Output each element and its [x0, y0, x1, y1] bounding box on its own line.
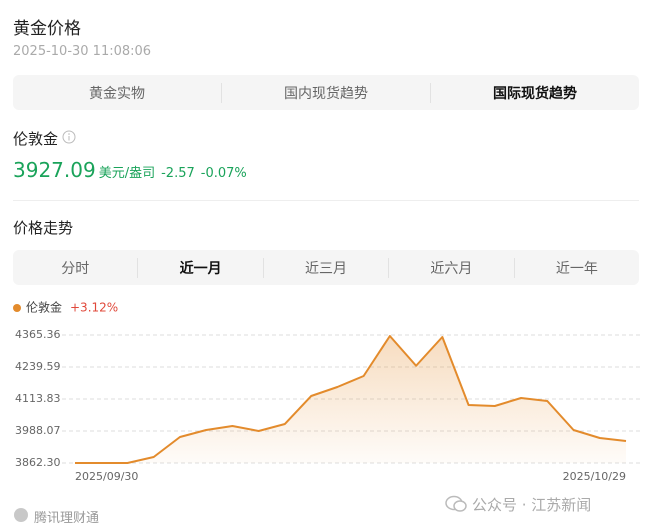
change-pct: -0.07%	[200, 166, 247, 181]
period-bar: 分时 近一月 近三月 近六月 近一年	[13, 250, 639, 285]
period-tab[interactable]: 近一月	[137, 257, 262, 278]
unit: 美元/盎司	[98, 166, 156, 181]
info-icon[interactable]	[62, 130, 76, 144]
tab[interactable]: 国际现货趋势	[430, 82, 639, 103]
quote-row: 3927.09 美元/盎司 -2.57 -0.07%	[13, 158, 247, 182]
tab[interactable]: 黄金实物	[89, 85, 145, 102]
source: 腾讯理财通	[34, 511, 100, 526]
change: -2.57	[161, 166, 195, 181]
price: 3927.09	[13, 158, 96, 182]
y-tick-label: 4113.83	[15, 392, 61, 405]
legend-label: 伦敦金	[26, 300, 62, 315]
period-tab[interactable]: 近三月	[262, 257, 388, 278]
price-line	[75, 335, 627, 464]
x-tick-label: 2025/09/30	[75, 470, 138, 483]
y-tick-label: 3988.07	[15, 424, 61, 437]
wechat-icon	[445, 495, 467, 512]
period-tab[interactable]: 分时	[61, 260, 90, 277]
chart: 3862.30 3988.07 4113.83 4239.59 4365.36 伦敦金 +3…	[13, 300, 640, 483]
y-tick-label: 4239.59	[15, 360, 61, 373]
page-title: 黄金价格	[13, 19, 81, 39]
divider	[13, 200, 639, 201]
period-tab[interactable]: 近一年	[513, 257, 639, 278]
legend-dot	[13, 304, 21, 312]
area-fill	[75, 336, 626, 463]
y-tick-label: 3862.30	[15, 456, 61, 469]
section-title: 价格走势	[13, 219, 74, 237]
y-tick-label: 4365.36	[15, 328, 61, 341]
watermark: 公众号 · 江苏新闻	[472, 496, 592, 514]
legend-change: +3.12%	[70, 301, 118, 315]
source-icon	[14, 508, 28, 522]
period-tab[interactable]: 近六月	[388, 257, 513, 278]
quote-name: 伦敦金	[13, 130, 59, 148]
tab[interactable]: 国内现货趋势	[221, 82, 430, 103]
timestamp: 2025-10-30 11:08:06	[13, 44, 152, 59]
tab-bar: 黄金实物 国内现货趋势 国际现货趋势	[13, 75, 639, 110]
x-tick-label: 2025/10/29	[563, 470, 626, 483]
